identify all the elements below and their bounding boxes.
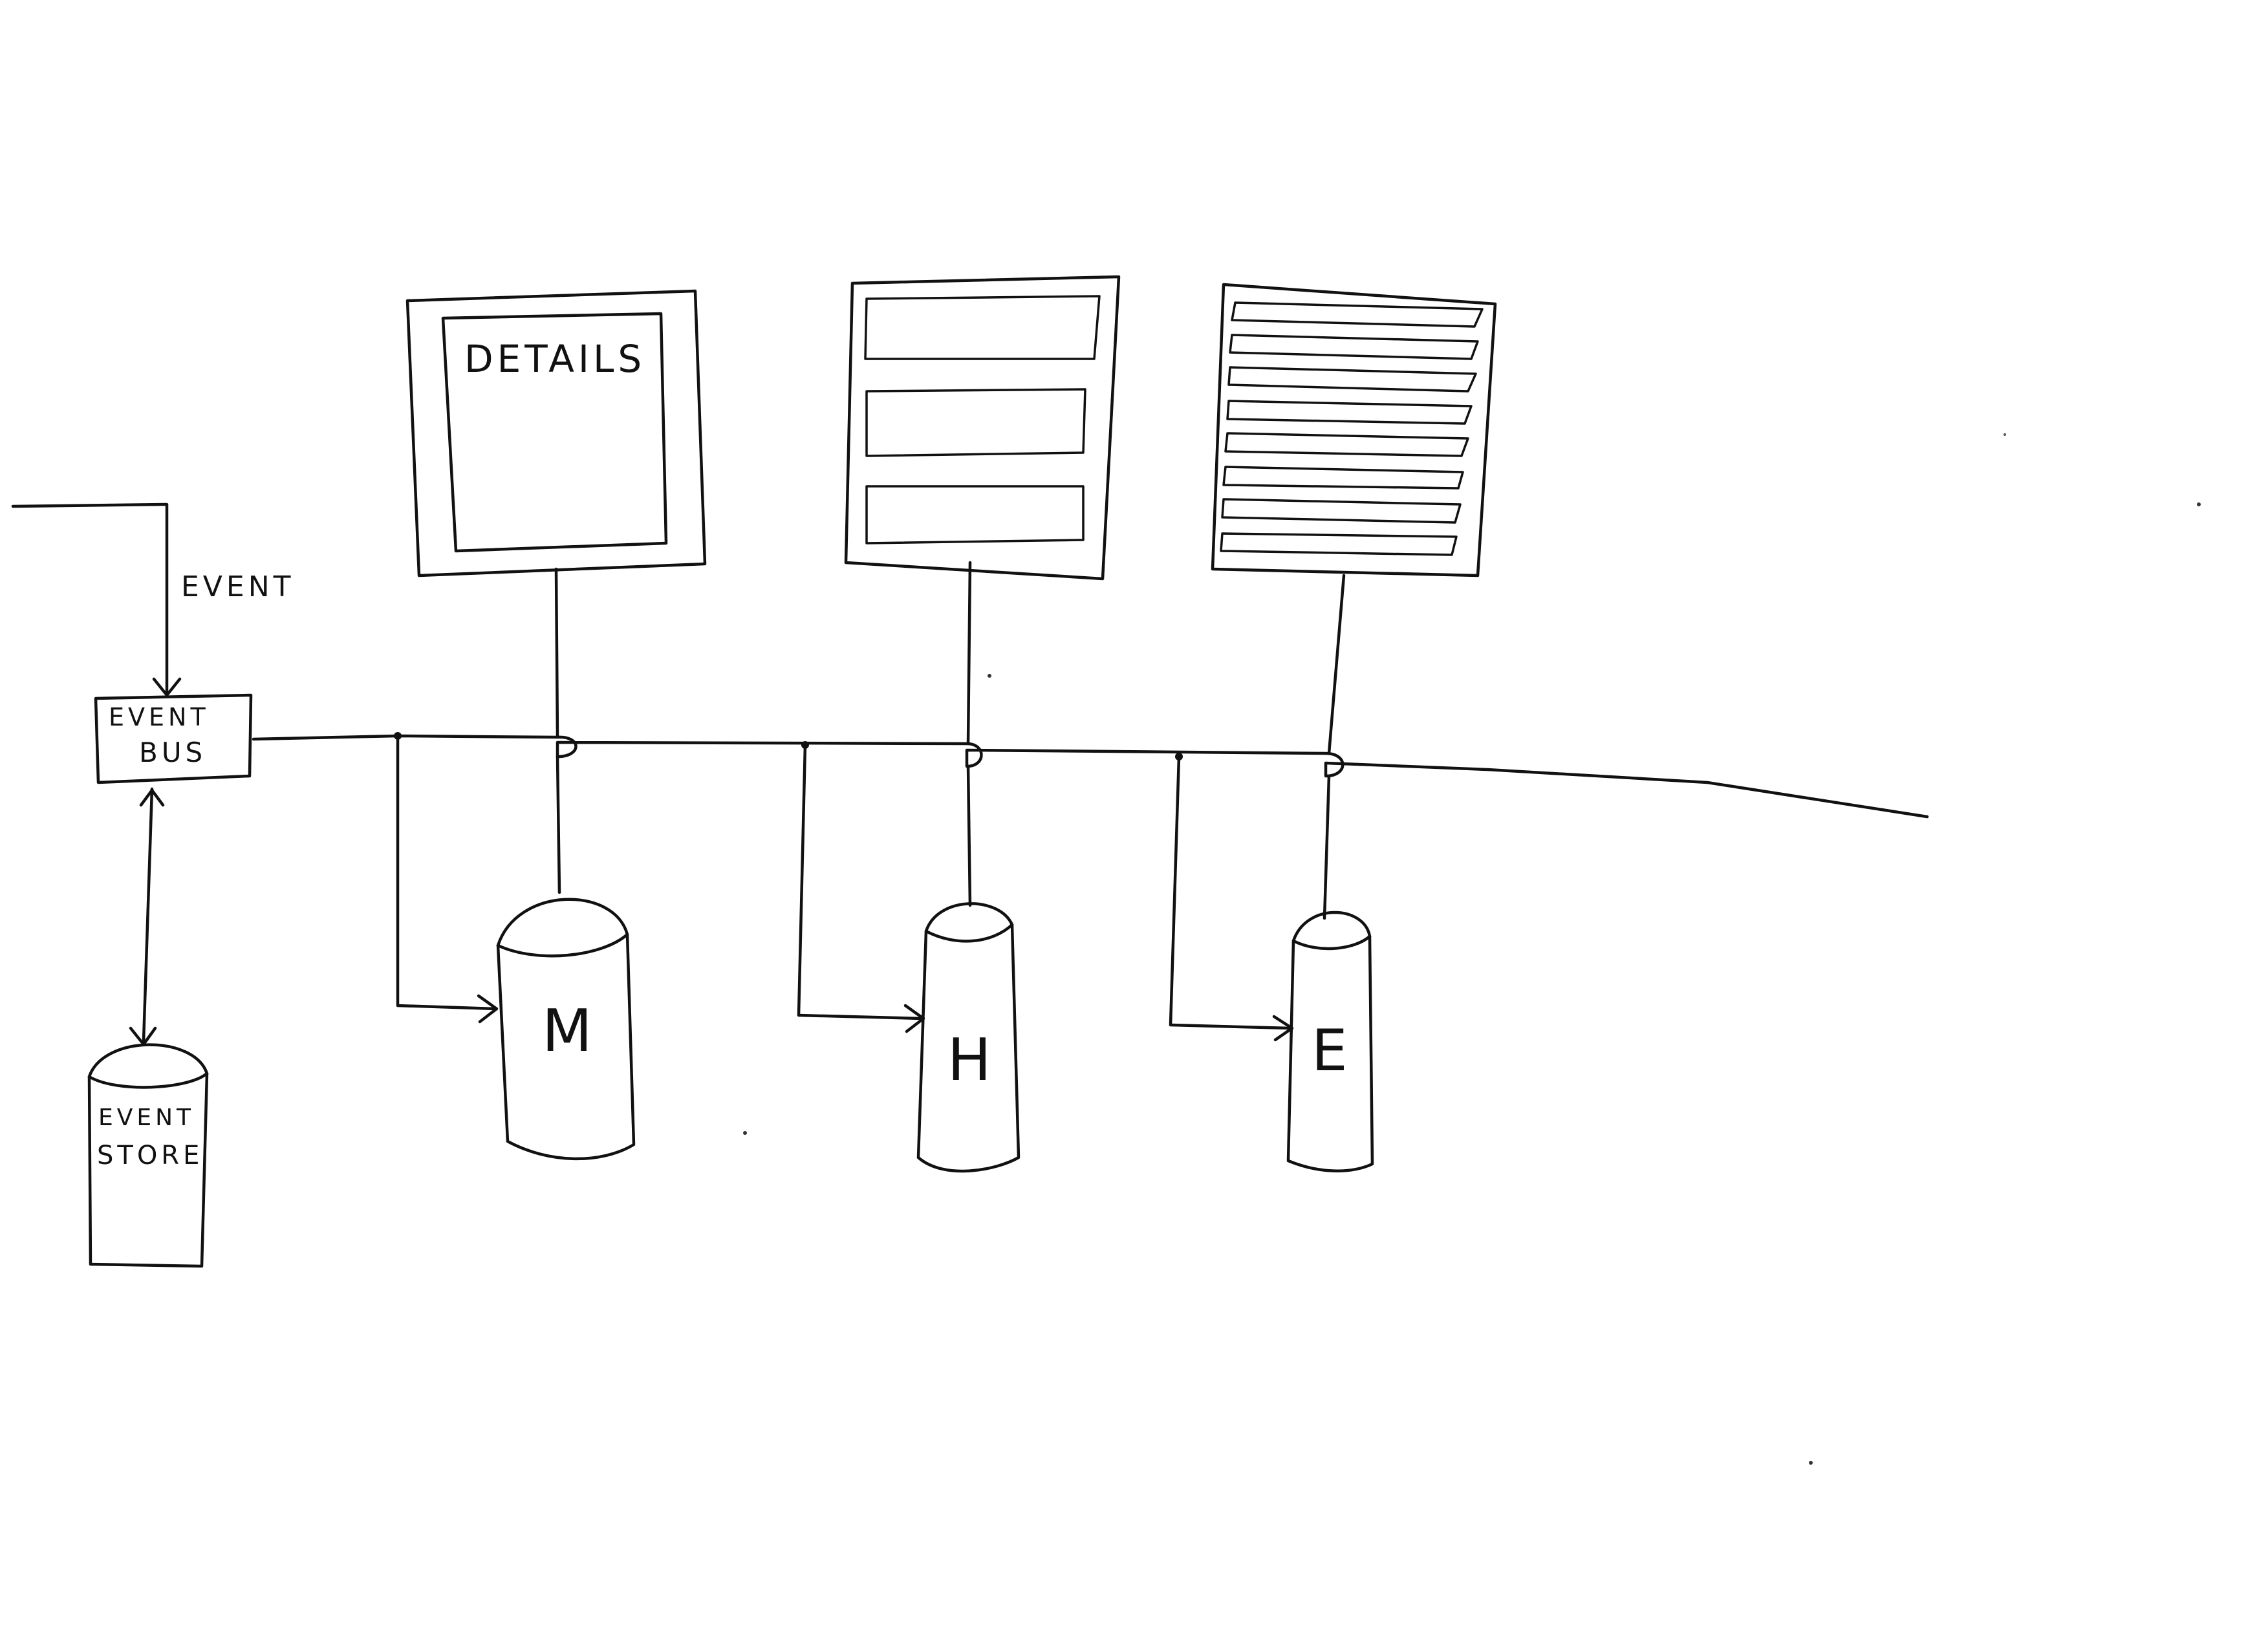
- store-h: H: [916, 902, 1021, 1173]
- branch-m: [396, 734, 497, 1011]
- view-details-link: [554, 567, 561, 894]
- view-list: [844, 275, 1121, 581]
- bus-store-link: [142, 787, 154, 1043]
- speck: [2003, 433, 2006, 436]
- event-store: EVENT STORE: [87, 1043, 209, 1268]
- store-e: E: [1286, 911, 1374, 1172]
- store-h-label: H: [947, 1026, 995, 1094]
- store-m-label: M: [542, 997, 596, 1065]
- bus-line: [252, 734, 1929, 819]
- store-m: M: [496, 898, 636, 1161]
- speck: [1809, 1461, 1813, 1465]
- event-store-line1: EVENT: [98, 1105, 195, 1131]
- view-details: DETAILS: [405, 289, 707, 577]
- event-bus: EVENT BUS: [94, 693, 253, 784]
- speck: [743, 1131, 747, 1135]
- branch-h: [797, 743, 923, 1020]
- speck: [988, 674, 991, 678]
- incoming-event-arrowhead: [152, 677, 182, 697]
- store-e-label: E: [1312, 1017, 1352, 1084]
- view-list-link: [966, 561, 972, 907]
- view-list-dense-link: [1323, 574, 1346, 920]
- view-list-dense: [1211, 283, 1497, 577]
- view-details-label: DETAILS: [464, 337, 645, 381]
- branch-e: [1169, 755, 1292, 1030]
- incoming-event-line: [11, 502, 169, 694]
- event-bus-line1: EVENT: [109, 703, 210, 731]
- speck: [2197, 502, 2201, 506]
- branch-m-arrowhead: [477, 994, 499, 1024]
- event-bus-line2: BUS: [139, 737, 206, 768]
- bus-store-arrow-up: [139, 788, 165, 807]
- incoming-event-label: EVENT: [181, 570, 295, 603]
- event-store-line2: STORE: [97, 1141, 203, 1170]
